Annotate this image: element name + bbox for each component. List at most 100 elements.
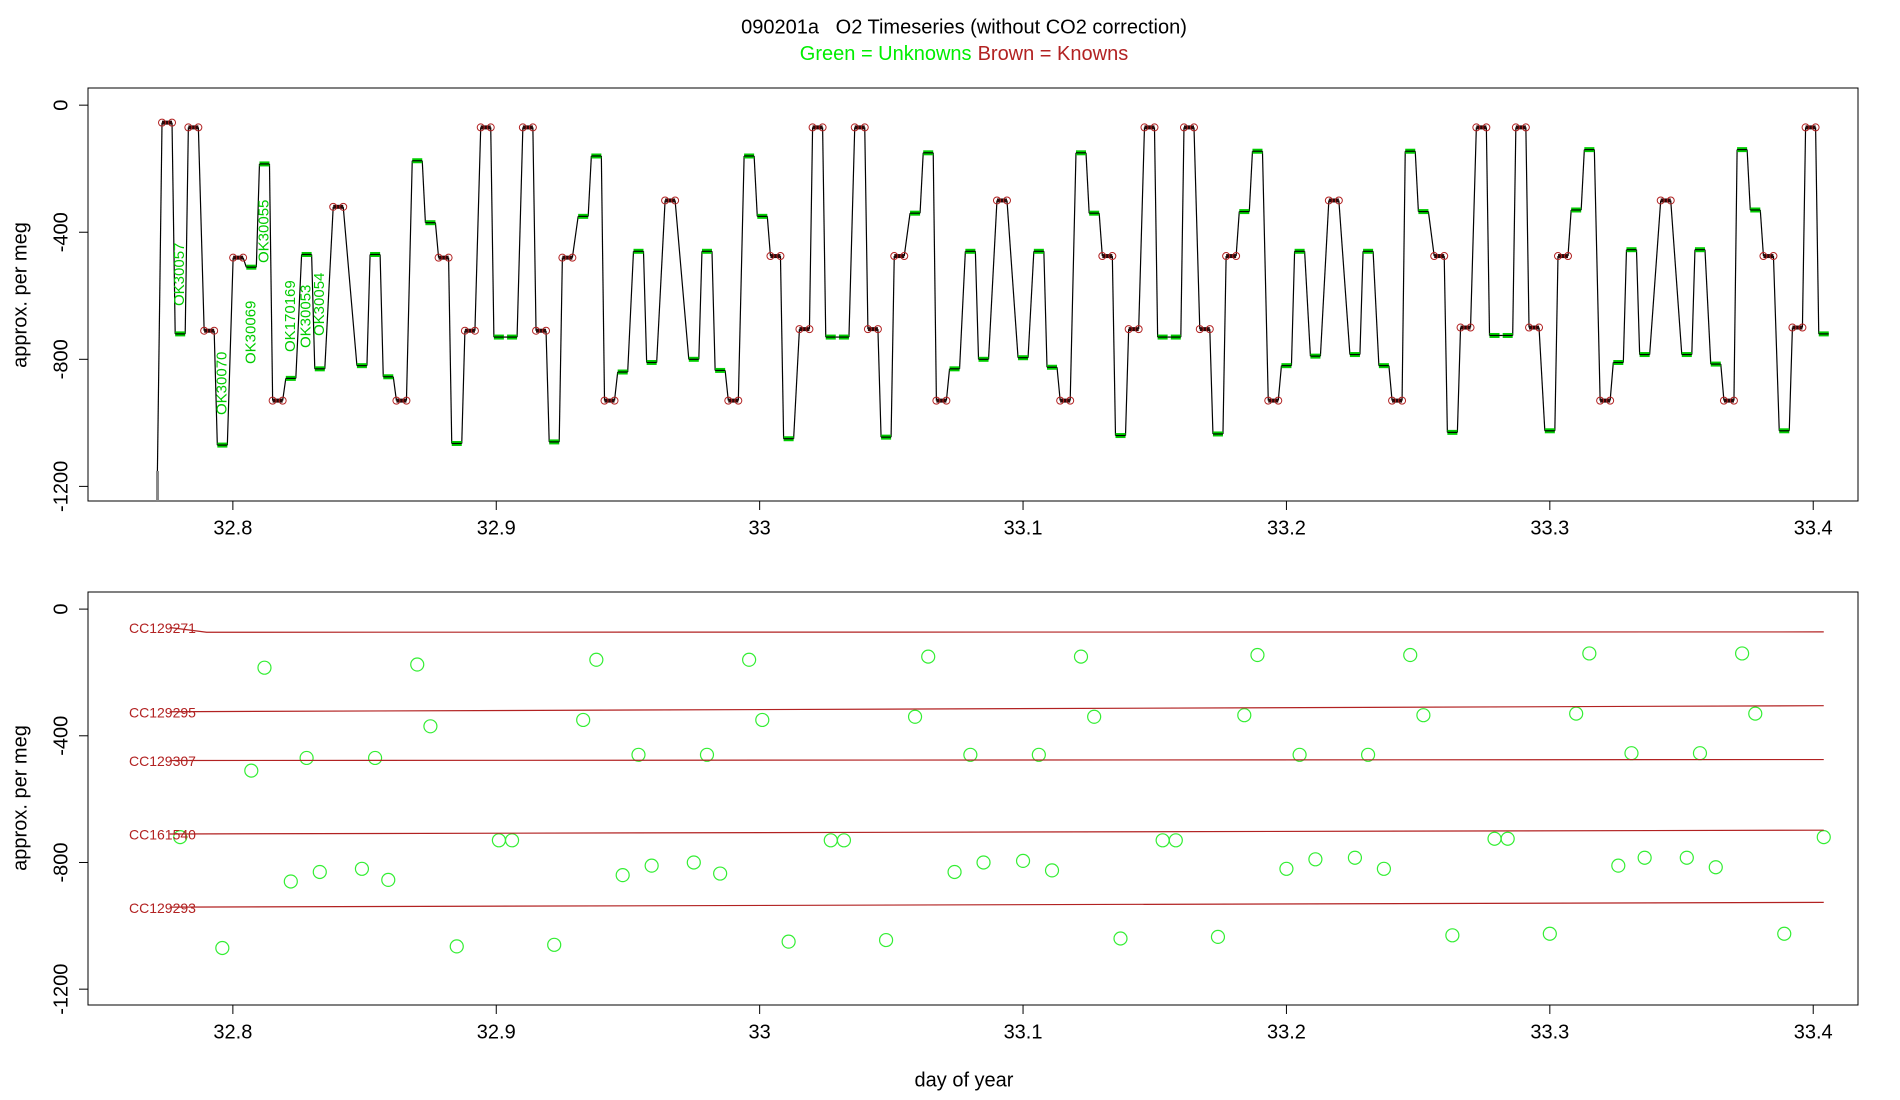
x-tick-label: 33.3 (1530, 517, 1569, 539)
trace-transition (1111, 256, 1117, 436)
trace-transition (184, 127, 189, 334)
plateau-part (600, 396, 609, 405)
known-plateau (1124, 325, 1143, 334)
trace-transition (268, 163, 274, 401)
plateau-part (528, 123, 537, 132)
plateau-part (1324, 196, 1333, 205)
known-plateau (558, 253, 577, 262)
x-tick-label: 33.4 (1794, 1021, 1833, 1043)
plateau-part (1002, 196, 1011, 205)
plateau-part (818, 123, 827, 132)
known-plateau (1511, 123, 1530, 132)
x-tick-label: 32.8 (213, 1021, 252, 1043)
plateau-part (1788, 323, 1797, 332)
x-axis-label: day of year (915, 1069, 1014, 1091)
plateau-part (184, 123, 193, 132)
plateau-part (734, 396, 743, 405)
unknown-point (257, 660, 272, 675)
trace-transition (324, 206, 334, 369)
trace-transition (1443, 256, 1448, 433)
known-plateau (229, 253, 248, 262)
trace-transition (571, 216, 579, 258)
trace-transition (532, 127, 537, 331)
unknown-point (589, 652, 604, 667)
y-tick-label: -800 (50, 842, 72, 882)
trace-transition (1622, 249, 1628, 363)
unknown-point (244, 763, 259, 778)
known-plateau (890, 252, 909, 261)
x-tick-label: 32.9 (477, 1021, 516, 1043)
plateau-part (1525, 323, 1534, 332)
x-tick-label: 33 (749, 517, 771, 539)
unknown-point (547, 937, 562, 952)
known-plateau (200, 326, 219, 335)
unknown-point (1777, 926, 1792, 941)
known-plateau (808, 123, 827, 132)
trace-transition (987, 200, 998, 360)
unknown-point (755, 712, 770, 728)
plateau-part (1769, 252, 1778, 261)
plot-frame (87, 87, 1859, 502)
trace-transition (945, 368, 951, 401)
known-line (169, 705, 1824, 713)
plateau-part (278, 396, 287, 405)
known-line (169, 758, 1824, 762)
known-plateau (1098, 252, 1117, 261)
unknown-point (1569, 706, 1584, 721)
trace-transition (342, 206, 358, 366)
trace-transition (1043, 251, 1048, 368)
known-plateau (1056, 396, 1075, 405)
unknown-point (576, 712, 591, 728)
known-plateau (1759, 252, 1778, 261)
trace-transition (1290, 251, 1296, 366)
trace-transition (974, 251, 980, 360)
unknown-point (713, 866, 728, 881)
trace-transition (447, 257, 453, 444)
known-plateau (1430, 252, 1449, 261)
trace-transition (1006, 200, 1019, 358)
unknown-point (1542, 926, 1557, 941)
plateau-part (1274, 396, 1283, 405)
unknown-point (1308, 852, 1323, 867)
trace-transition (242, 257, 247, 268)
trace-transition (1733, 149, 1738, 401)
plateau-part (268, 396, 277, 405)
trace-transition (674, 200, 690, 360)
unknown-point (699, 747, 715, 762)
trace-transition (434, 222, 440, 258)
y-tick-label: -800 (50, 339, 72, 379)
trace-transition (1085, 152, 1090, 214)
known-plateau (1553, 252, 1573, 261)
trace-transition (197, 127, 205, 331)
y-tick-label: -1200 (50, 461, 72, 512)
trace-transition (903, 213, 911, 257)
unknown-point (1210, 929, 1226, 945)
unknown-point (504, 833, 520, 848)
trace-transition (295, 254, 303, 379)
plateau-part (1232, 252, 1241, 261)
plateau-part (1150, 123, 1159, 132)
plateau-part (476, 123, 485, 132)
trace-transition (642, 251, 648, 363)
plateau-part (1179, 123, 1188, 132)
known-plateau (434, 253, 453, 262)
unknown-point (1692, 746, 1708, 761)
known-plateau (1179, 123, 1198, 132)
trace-transition (490, 127, 495, 338)
x-tick-label: 33.2 (1267, 517, 1306, 539)
y-tick-label: -400 (50, 212, 72, 252)
unknown-point (1087, 709, 1102, 724)
trace-transition (600, 155, 606, 401)
plot-frame (87, 591, 1859, 1006)
plateau-part (1456, 323, 1465, 332)
plateau-part (610, 396, 619, 405)
known-plateau (518, 123, 537, 132)
trace-transition (366, 254, 371, 366)
plateau-part (1511, 123, 1520, 132)
trace-transition (1193, 127, 1201, 330)
unknown-point (299, 750, 314, 766)
trace-transition (1649, 200, 1662, 355)
plateau-part (1205, 325, 1214, 334)
plateau-part (229, 253, 238, 262)
plateau-part (900, 252, 909, 261)
